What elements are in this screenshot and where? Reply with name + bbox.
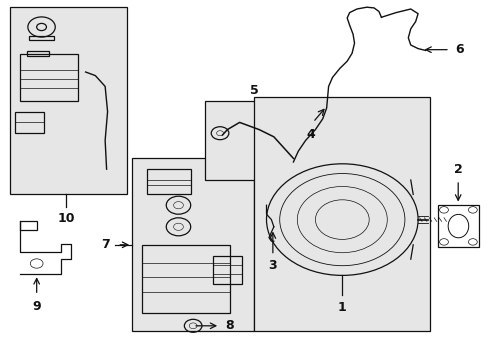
Text: 5: 5: [249, 84, 258, 97]
Bar: [27, 51, 49, 56]
Bar: [146, 169, 190, 194]
Bar: [142, 245, 229, 313]
Text: 9: 9: [32, 300, 41, 313]
Text: 1: 1: [337, 301, 346, 314]
Bar: [132, 158, 254, 331]
Bar: [20, 54, 78, 101]
Text: 7: 7: [101, 238, 110, 251]
Bar: [29, 36, 54, 40]
Text: 6: 6: [454, 43, 463, 56]
Bar: [205, 101, 303, 180]
Bar: [20, 221, 37, 230]
Bar: [15, 112, 44, 133]
Bar: [437, 205, 478, 247]
Bar: [10, 7, 127, 194]
Text: 2: 2: [453, 163, 462, 176]
Text: 3: 3: [268, 259, 277, 272]
Text: 10: 10: [57, 212, 75, 225]
Text: 4: 4: [305, 128, 314, 141]
Bar: [254, 97, 429, 331]
Text: 8: 8: [224, 319, 233, 332]
Bar: [212, 256, 242, 284]
